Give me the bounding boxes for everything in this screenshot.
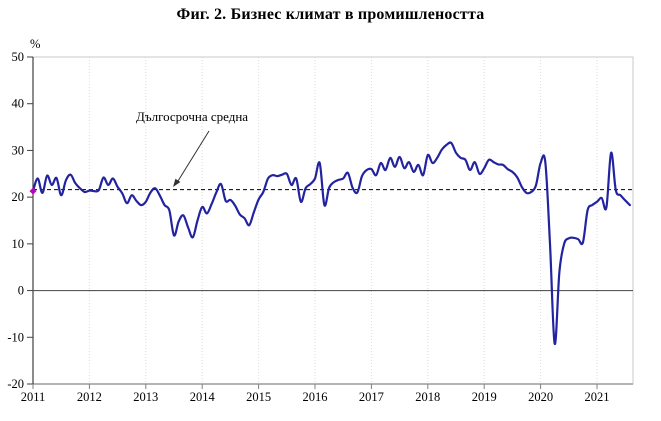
y-tick-label: 30 <box>12 143 25 157</box>
y-tick-label: 50 <box>12 50 25 64</box>
y-tick-label: 40 <box>12 97 25 111</box>
x-tick-label: 2013 <box>133 390 158 404</box>
x-tick-label: 2018 <box>415 390 440 404</box>
x-tick-label: 2015 <box>246 390 271 404</box>
x-tick-label: 2019 <box>472 390 497 404</box>
series-start-marker <box>29 187 37 195</box>
x-tick-label: 2017 <box>359 390 384 404</box>
annotation-arrow-line <box>177 130 210 182</box>
annotation-arrowhead-icon <box>173 178 181 187</box>
chart-title: Фиг. 2. Бизнес климат в промишлеността <box>176 6 485 23</box>
y-tick-label: -10 <box>7 330 24 344</box>
y-tick-label: 20 <box>12 190 25 204</box>
average-line-annotation-label: Дългосрочна средна <box>136 109 249 124</box>
plot-border <box>32 56 634 385</box>
x-tick-label: 2014 <box>190 390 216 404</box>
y-tick-label: 0 <box>18 284 24 298</box>
x-tick-label: 2020 <box>528 390 553 404</box>
x-tick-label: 2012 <box>77 390 102 404</box>
y-tick-label: 10 <box>12 237 25 251</box>
y-tick-label: -20 <box>7 377 24 391</box>
x-tick-label: 2021 <box>585 390 610 404</box>
x-tick-label: 2016 <box>303 390 328 404</box>
series-line <box>31 141 631 345</box>
y-axis-unit-label: % <box>30 37 41 51</box>
x-tick-label: 2011 <box>21 390 46 404</box>
